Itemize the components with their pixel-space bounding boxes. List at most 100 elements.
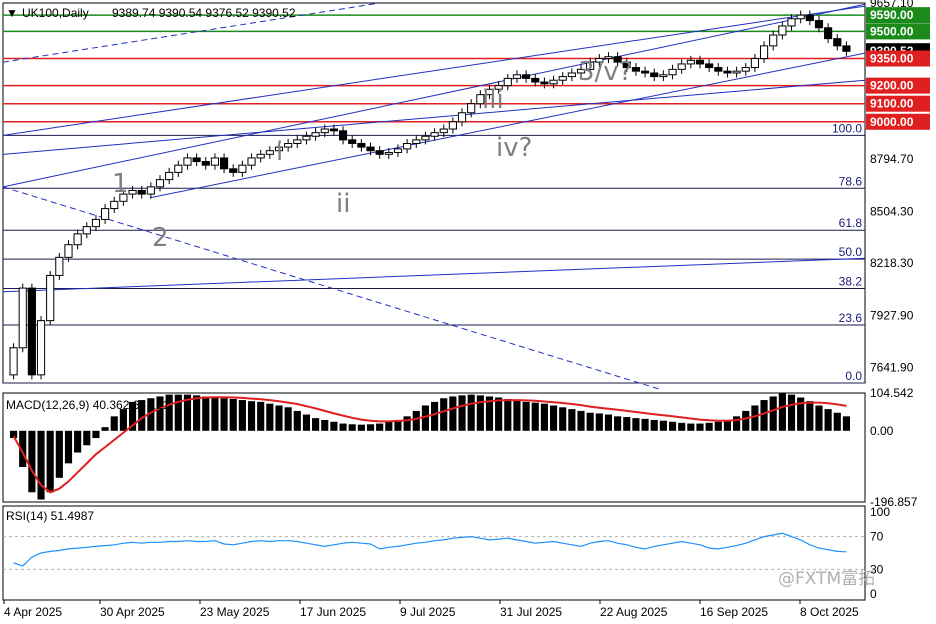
macd-bar <box>37 430 45 500</box>
channel-dashed-upper <box>2 2 381 63</box>
candle-body <box>412 139 421 144</box>
macd-bar <box>833 412 841 431</box>
candle-body <box>714 67 723 72</box>
candle-body <box>393 148 403 154</box>
candle-body <box>485 88 494 96</box>
candle-body <box>796 14 805 20</box>
price-axis-label: 7927.90 <box>870 309 914 323</box>
macd-bar <box>101 427 109 431</box>
candle-body <box>238 164 247 173</box>
macd-axis-label: -196.857 <box>870 495 918 509</box>
trend-lines: 100.0 78.6 61.8 50.0 38.2 23.6 0.0 <box>2 2 866 390</box>
candle-body <box>320 128 329 134</box>
candle-body <box>247 157 256 166</box>
macd-bar <box>321 419 329 431</box>
candle-body <box>101 208 110 220</box>
candle-body <box>128 189 137 195</box>
candle-body <box>146 186 155 195</box>
macd-panel <box>10 393 850 500</box>
candle-body <box>531 77 540 83</box>
price-axis-label: 8504.30 <box>870 204 914 218</box>
macd-bar <box>687 423 695 431</box>
candle-body <box>833 38 842 47</box>
candle-body <box>302 135 311 141</box>
candle-body <box>540 81 549 85</box>
panel-frame <box>2 505 866 601</box>
macd-bar <box>678 422 686 431</box>
macd-bar <box>74 430 82 453</box>
macd-bar <box>522 401 530 431</box>
panel-frame <box>2 392 866 503</box>
candle-body <box>750 58 759 69</box>
macd-bar <box>751 405 759 431</box>
macd-bar <box>229 398 237 431</box>
candle-body <box>64 244 73 258</box>
macd-bar <box>586 412 594 431</box>
candle-body <box>778 25 787 36</box>
candle-body <box>586 61 595 70</box>
macd-bar <box>476 395 484 431</box>
macd-bar <box>138 400 146 431</box>
macd-bar <box>540 403 548 431</box>
macd-bar <box>211 397 219 431</box>
macd-bar <box>46 430 54 493</box>
candle-body <box>769 34 778 47</box>
candle-body <box>311 132 320 137</box>
candle-body <box>522 74 531 79</box>
candle-body <box>256 153 265 159</box>
price-axis-label: 8218.30 <box>870 256 914 270</box>
candle-body <box>82 226 91 235</box>
candle-body <box>686 59 695 65</box>
macd-bar <box>403 416 411 431</box>
wave-label-iv: iv? <box>496 133 532 163</box>
candle-body <box>27 287 36 376</box>
level-tag-text: 9100.00 <box>870 97 914 111</box>
fib-label: 100.0 <box>832 121 862 135</box>
candle-body <box>842 45 851 52</box>
level-tag <box>866 50 930 67</box>
x-axis-label: 4 Apr 2025 <box>4 605 62 619</box>
candle-body <box>549 79 558 85</box>
macd-bar <box>513 400 521 431</box>
chart-ohlc: 9389.74 9390.54 9376.52 9390.52 <box>112 6 296 20</box>
candle-body <box>457 112 467 123</box>
fib-label: 50.0 <box>839 245 863 259</box>
macd-bar <box>659 420 667 431</box>
macd-bar <box>312 418 320 431</box>
wave-label-1: 1 <box>112 169 129 199</box>
candle-body <box>110 200 119 210</box>
macd-bar <box>668 421 677 431</box>
macd-bar <box>257 401 265 431</box>
chart-header-arrow[interactable]: ▼ <box>6 6 18 20</box>
candle-body <box>814 20 824 29</box>
macd-bar <box>202 396 210 431</box>
candle-body <box>613 56 622 63</box>
macd-bar <box>778 393 786 431</box>
candle-body <box>824 27 833 40</box>
wave-label-2: 2 <box>152 223 169 253</box>
trend-line-low <box>2 257 866 293</box>
x-axis-label: 22 Aug 2025 <box>600 605 668 619</box>
macd-label: MACD(12,26,9) 40.362 64.121 <box>6 398 170 412</box>
macd-bar <box>174 394 182 431</box>
rsi-axis-label: 30 <box>870 562 884 576</box>
fib-label: 38.2 <box>839 274 863 288</box>
candle-body <box>494 85 503 90</box>
candle-body <box>55 256 64 276</box>
candle-body <box>668 68 677 76</box>
candle-body <box>403 142 412 150</box>
watermark-logo: @FXTM富拓 <box>778 569 875 589</box>
candle-body <box>421 135 430 141</box>
macd-bar <box>485 396 494 431</box>
trend-line-mid <box>2 79 866 155</box>
price-axis-label: 7641.90 <box>870 360 914 374</box>
macd-bar <box>275 405 283 431</box>
macd-bar <box>110 416 118 431</box>
macd-bar <box>19 430 27 467</box>
macd-bar <box>28 430 36 493</box>
x-axis-label: 30 Apr 2025 <box>100 605 165 619</box>
channel-mid <box>2 5 866 136</box>
candle-body <box>357 142 366 148</box>
candle-body <box>467 103 476 114</box>
macd-bar <box>614 416 622 431</box>
